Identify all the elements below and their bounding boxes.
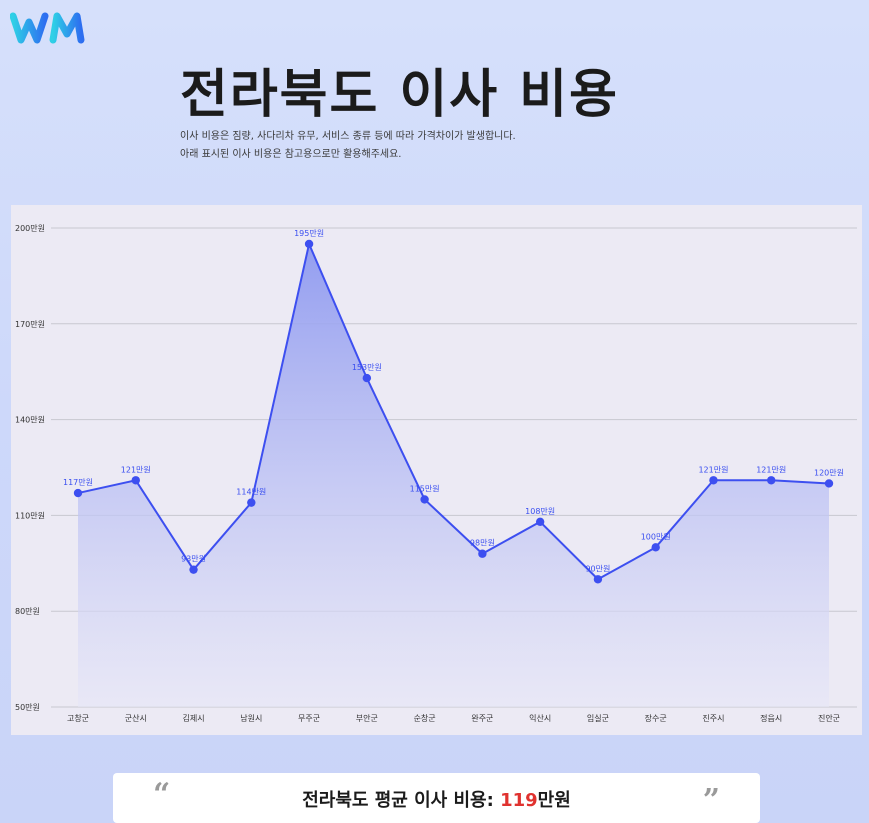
description-line: 아래 표시된 이사 비용은 참고용으로만 활용해주세요. [180, 149, 402, 160]
average-cost-unit: 만원 [537, 790, 571, 811]
average-cost-label: 전라북도 평균 이사 비용: [302, 790, 501, 811]
description-line: 이사 비용은 짐량, 사다리차 유무, 서비스 종류 등에 따라 가격차이가 발… [180, 131, 516, 142]
data-point [73, 488, 83, 498]
x-tick-label: 진안군 [818, 713, 840, 723]
data-label: 90만원 [585, 564, 610, 573]
data-point [478, 549, 487, 558]
x-tick-label: 진주시 [702, 713, 724, 723]
series-line [77, 242, 830, 581]
data-label: 100만원 [641, 532, 671, 541]
data-label: 120만원 [814, 468, 844, 477]
data-label: 98만원 [470, 539, 495, 548]
x-tick-label: 무주군 [298, 714, 320, 723]
data-label: 108만원 [525, 507, 555, 516]
data-point [247, 498, 256, 507]
data-label: 195만원 [294, 229, 324, 238]
data-point [362, 373, 372, 383]
data-label: 121만원 [121, 465, 151, 474]
data-label: 121만원 [698, 465, 728, 474]
x-tick-label: 김제시 [182, 713, 204, 723]
y-tick-label: 140만원 [15, 416, 45, 425]
x-tick-label: 순창군 [414, 714, 436, 723]
area-fill [78, 243, 829, 707]
close-quote: ” [702, 783, 720, 818]
data-point [824, 479, 834, 488]
data-point [189, 565, 198, 574]
x-tick-label: 고창군 [67, 714, 89, 723]
description: 이사 비용은 짐량, 사다리차 유무, 서비스 종류 등에 따라 가격차이가 발… [180, 128, 516, 164]
data-point [420, 495, 429, 504]
x-tick-label: 부안군 [356, 713, 378, 723]
moving-cost-chart: 117만원 121만원 93만원 114만원 195만원 153만원 115만원 98만원 10… [15, 224, 857, 723]
x-tick-label: 익산시 [529, 713, 551, 723]
data-label: 115만원 [410, 484, 440, 493]
x-tick-label: 남원시 [240, 714, 262, 723]
x-tick-label: 임실군 [587, 713, 609, 723]
y-tick-label: 200만원 [15, 224, 45, 233]
data-label: 114만원 [236, 488, 266, 497]
average-cost-text: 전라북도 평균 이사 비용: 119만원 [113, 786, 760, 812]
data-label: 93만원 [181, 555, 206, 564]
x-tick-label: 완주군 [471, 714, 493, 723]
data-point [593, 575, 603, 584]
open-quote: “ [153, 777, 171, 812]
y-tick-label: 170만원 [15, 320, 45, 329]
data-point [709, 476, 718, 485]
y-tick-label: 110만원 [15, 511, 45, 520]
logo [10, 12, 85, 44]
data-label: 121만원 [756, 465, 786, 474]
data-point [131, 476, 140, 485]
x-tick-label: 정읍시 [760, 713, 782, 723]
data-point [651, 543, 660, 552]
data-point [535, 517, 545, 526]
data-label: 117만원 [63, 478, 93, 487]
data-point [304, 239, 314, 249]
x-tick-label: 군산시 [125, 713, 147, 723]
page-title: 전라북도 이사 비용 [180, 65, 619, 125]
chart-panel: 117만원 121만원 93만원 114만원 195만원 153만원 115만원 98만원 10… [11, 205, 862, 735]
y-tick-label: 80만원 [15, 607, 40, 616]
average-cost-box: “ 전라북도 평균 이사 비용: 119만원 ” [113, 773, 760, 823]
y-tick-label: 50만원 [15, 703, 40, 712]
data-point [767, 476, 776, 485]
average-cost-value: 119 [500, 790, 538, 811]
data-label: 153만원 [352, 363, 382, 372]
x-tick-label: 장수군 [645, 713, 667, 723]
